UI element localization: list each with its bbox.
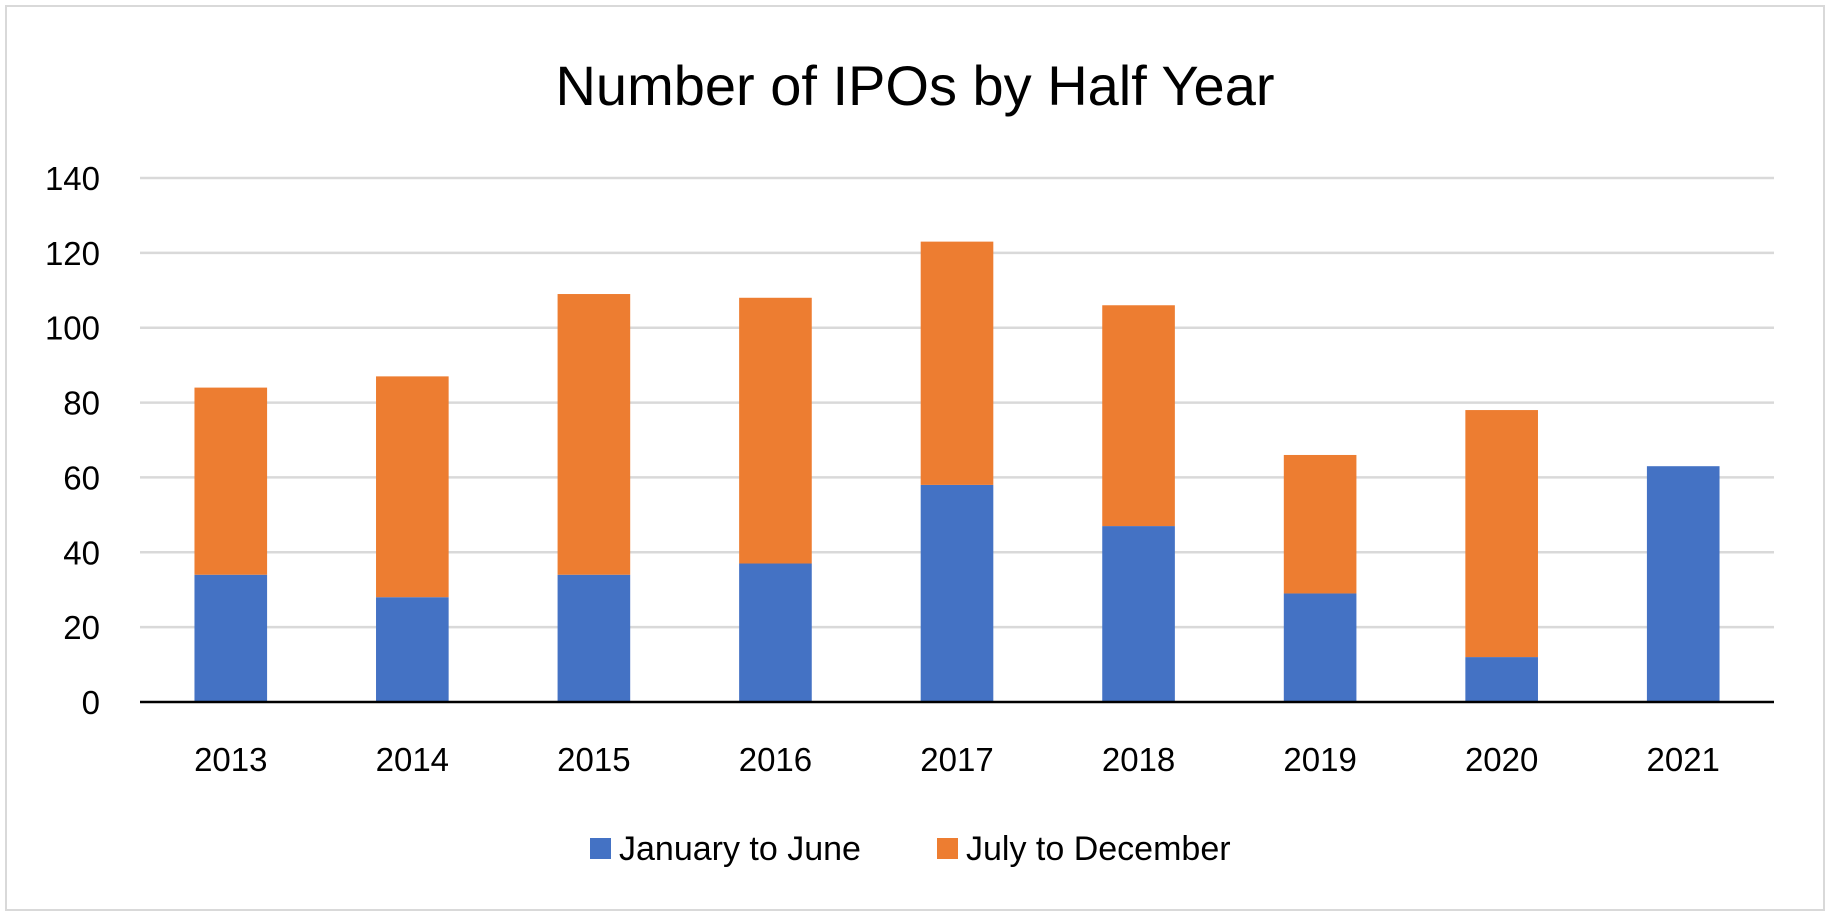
y-tick-label: 0 [82,684,100,721]
bar-2016-jul-dec [739,297,812,564]
bar-2018-jan-jun [1102,526,1175,702]
y-tick-label: 40 [63,534,100,571]
legend-label-jul-dec: July to December [966,830,1231,868]
bar-2013-jan-jun [194,574,268,702]
y-tick-label: 80 [63,385,100,422]
bar-2021-jan-jun [1646,466,1720,702]
x-tick-label: 2017 [920,741,993,778]
bars [194,241,1720,702]
bar-2015-jul-dec [557,294,631,575]
bar-2019-jan-jun [1283,593,1357,702]
x-tick-label: 2019 [1283,741,1356,778]
y-tick-label: 60 [63,459,100,496]
legend-swatch-jan-jun [590,838,611,859]
bar-2017-jan-jun [920,484,994,702]
bar-2016-jan-jun [739,563,812,702]
y-tick-label: 100 [45,310,100,347]
bar-2014-jul-dec [376,376,449,598]
x-axis-tick-labels: 2013 2014 2015 2016 2017 2018 2019 2020 2021 [194,741,1720,778]
legend: January to June July to December [590,830,1231,868]
bar-2017-jul-dec [920,241,994,485]
y-tick-label: 140 [45,160,100,197]
x-tick-label: 2018 [1102,741,1175,778]
bar-2019-jul-dec [1283,454,1357,594]
bar-2014-jan-jun [376,597,449,702]
bar-2015-jan-jun [557,574,631,702]
x-tick-label: 2021 [1647,741,1720,778]
x-tick-label: 2015 [557,741,630,778]
x-tick-label: 2016 [739,741,812,778]
chart-frame: Number of IPOs by Half Year 0 20 40 60 80 100… [5,5,1825,911]
y-tick-label: 20 [63,609,100,646]
legend-swatch-jul-dec [937,838,958,859]
y-tick-label: 120 [45,235,100,272]
legend-label-jan-jun: January to June [619,830,861,868]
x-tick-label: 2014 [376,741,449,778]
x-tick-label: 2013 [194,741,267,778]
chart-title: Number of IPOs by Half Year [555,54,1274,117]
bar-2020-jan-jun [1465,657,1538,702]
bar-2020-jul-dec [1465,410,1538,658]
bar-2018-jul-dec [1102,305,1175,527]
x-tick-label: 2020 [1465,741,1538,778]
chart-svg: Number of IPOs by Half Year 0 20 40 60 80 100… [45,54,1774,868]
y-axis-tick-labels: 0 20 40 60 80 100 120 140 [45,160,100,721]
bar-2013-jul-dec [194,387,268,575]
